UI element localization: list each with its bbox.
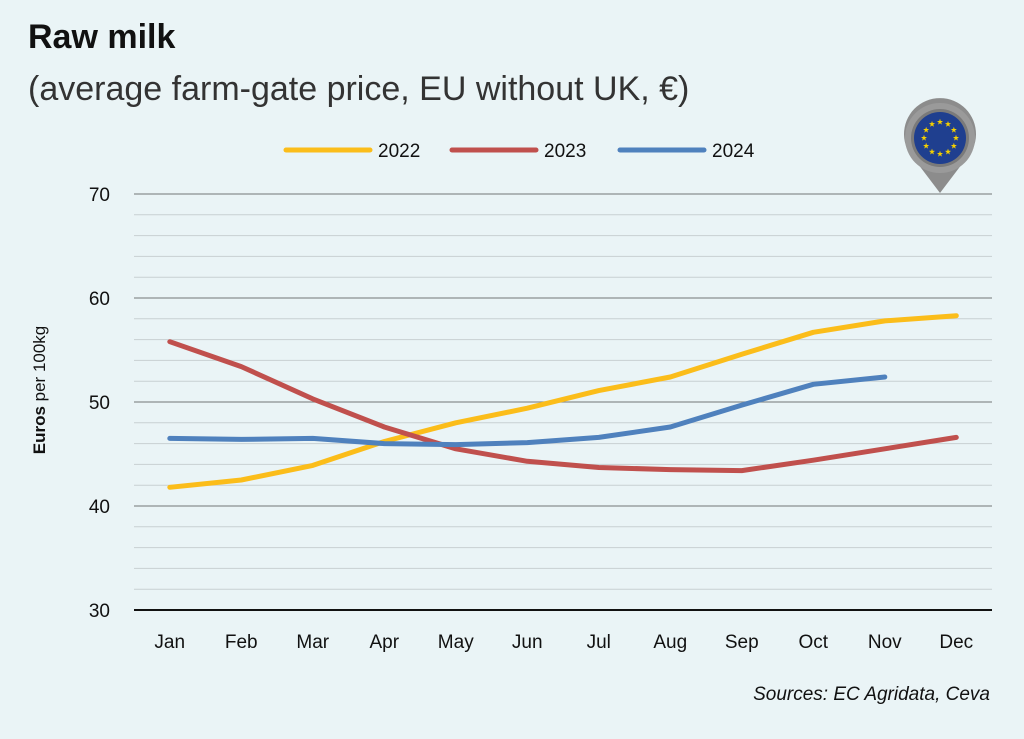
- x-tick-label: Jun: [512, 632, 543, 653]
- eu-star-icon: [923, 142, 930, 149]
- eu-star-icon: [928, 120, 936, 127]
- y-tick-label: 40: [89, 497, 110, 518]
- series-line-2022: [167, 313, 959, 490]
- x-tick-label: Sep: [725, 632, 759, 653]
- eu-star-icon: [950, 126, 957, 133]
- y-axis-label: Euros per 100kg: [30, 326, 50, 455]
- y-tick-label: 50: [89, 393, 110, 414]
- eu-flag-pin-icon: [904, 98, 976, 193]
- y-axis-label-rest: per 100kg: [30, 325, 49, 407]
- legend-label-2024: 2024: [712, 141, 755, 162]
- eu-star-icon: [936, 118, 944, 125]
- eu-star-icon: [928, 148, 936, 155]
- chart-subtitle: (average farm-gate price, EU without UK,…: [28, 70, 690, 108]
- y-tick-label: 60: [89, 289, 110, 310]
- y-tick-label: 70: [89, 185, 110, 206]
- x-tick-label: Jan: [154, 632, 185, 653]
- source-note: Sources: EC Agridata, Ceva: [753, 684, 990, 705]
- y-axis-label-bold: Euros: [30, 406, 49, 455]
- eu-star-icon: [920, 134, 928, 141]
- eu-star-icon: [944, 120, 952, 127]
- y-tick-label: 30: [89, 601, 110, 622]
- x-tick-label: Dec: [939, 632, 973, 653]
- chart-title: Raw milk: [28, 18, 176, 56]
- x-tick-label: Jul: [587, 632, 611, 653]
- eu-star-icon: [944, 148, 952, 155]
- x-tick-label: Nov: [868, 632, 902, 653]
- x-tick-label: Oct: [798, 632, 828, 653]
- eu-star-icon: [950, 142, 957, 149]
- series-line-2024: [167, 374, 888, 448]
- eu-star-icon: [923, 126, 930, 133]
- eu-star-icon: [952, 134, 960, 141]
- x-tick-label: Aug: [653, 632, 687, 653]
- x-tick-label: May: [438, 632, 474, 653]
- series-line-2023: [167, 339, 959, 474]
- x-tick-label: Apr: [369, 632, 399, 653]
- x-tick-label: Mar: [296, 632, 329, 653]
- legend-label-2022: 2022: [378, 141, 420, 162]
- x-tick-label: Feb: [225, 632, 258, 653]
- legend-label-2023: 2023: [544, 141, 586, 162]
- eu-star-icon: [936, 150, 944, 157]
